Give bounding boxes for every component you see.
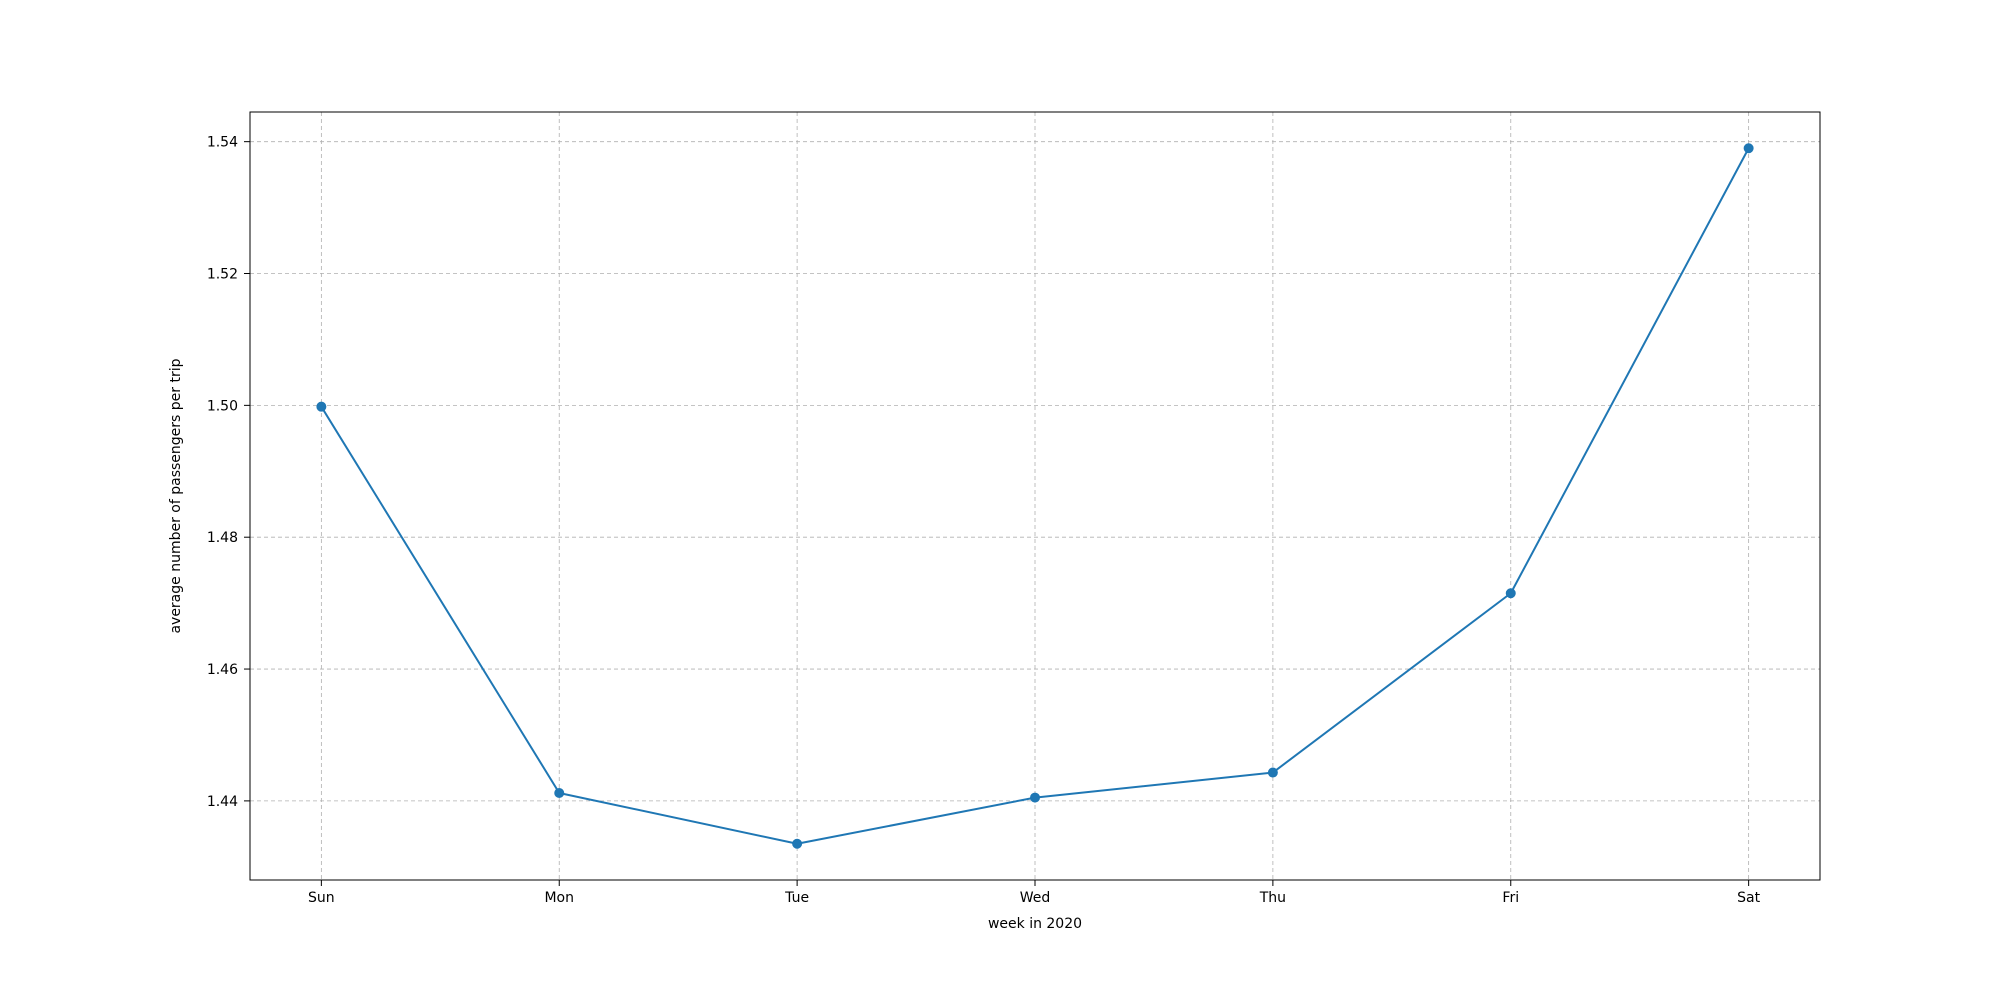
y-tick-label: 1.44 [207,794,238,810]
series-marker [1268,768,1277,777]
y-tick-label: 1.46 [207,662,238,678]
y-axis-label: average number of passengers per trip [168,358,184,633]
series-marker [793,839,802,848]
x-tick-label: Mon [544,890,574,906]
series-marker [1031,793,1040,802]
series-marker [317,402,326,411]
x-tick-label: Sun [308,890,335,906]
series-marker [555,788,564,797]
x-tick-label: Thu [1259,890,1286,906]
x-tick-label: Sat [1737,890,1760,906]
line-chart: Sun Mon Tue Wed Thu Fri Sat 1.44 1.46 1.48 1.50 1.5… [0,0,2000,1000]
y-tick-label: 1.52 [207,267,238,283]
y-tick-label: 1.50 [207,398,238,414]
x-tick-label: Wed [1020,890,1051,906]
chart-container: Sun Mon Tue Wed Thu Fri Sat 1.44 1.46 1.48 1.50 1.5… [0,0,2000,1000]
x-tick-label: Tue [784,890,809,906]
x-axis-label: week in 2020 [988,916,1082,932]
series-marker [1506,589,1515,598]
x-tick-label: Fri [1502,890,1519,906]
chart-background [0,0,2000,1000]
y-tick-label: 1.54 [207,135,238,151]
series-marker [1744,144,1753,153]
y-tick-label: 1.48 [207,530,238,546]
